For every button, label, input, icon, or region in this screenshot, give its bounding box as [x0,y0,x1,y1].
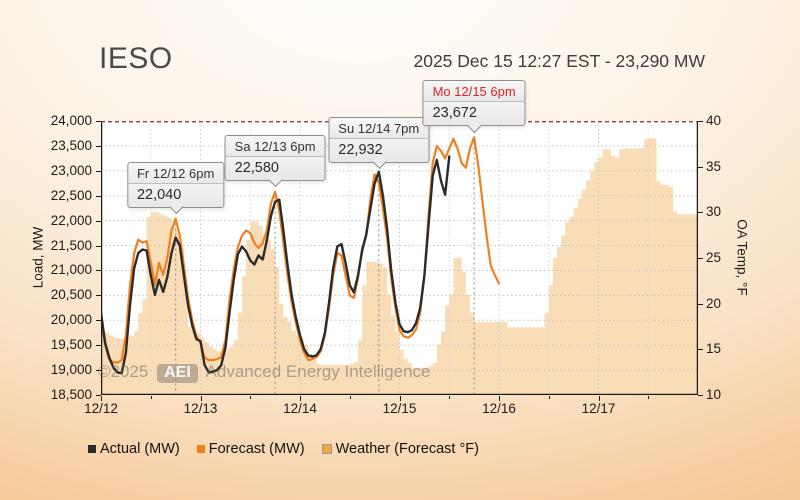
x-axis-label: 12/14 [283,401,317,416]
annotation-value: 22,580 [234,159,280,176]
y-axis-right-label: 40 [706,113,722,128]
x-axis-label: 12/12 [84,401,118,416]
annotation-title: Su 12/14 7pm [329,118,429,140]
annotation-box: Sa 12/13 6pm 22,580 [224,134,326,181]
x-axis-label: 12/16 [482,401,516,416]
x-axis-tick [399,396,401,401]
legend-label: Forecast (MW) [208,441,305,457]
watermark-text: Advanced Energy Intelligence [205,362,431,381]
chart-legend: Actual (MW) Forecast (MW) Weather (Forecas… [88,441,479,457]
y-axis-left-label: 23,000 [50,162,92,178]
legend-swatch-icon [321,444,332,454]
watermark-year: ©2025 [98,362,149,381]
y-axis-left-label: 22,000 [50,212,92,228]
legend-label: Weather (Forecast °F) [335,441,479,457]
annotation-value: 22,040 [136,186,182,203]
y-axis-right-tick [698,121,703,122]
x-axis-tick [101,396,102,401]
y-axis-left-label: 19,000 [50,362,92,378]
annotation-title: Mo 12/15 6pm [423,81,525,103]
y-axis-right-tick [698,395,703,396]
x-axis-minor-tick [349,396,351,399]
y-axis-left-tick [96,395,101,396]
x-axis-tick [499,396,500,401]
plot-frame [101,121,698,395]
x-axis-minor-tick [150,396,152,399]
annotation-value: 23,672 [432,105,477,122]
y-axis-right-label: 15 [706,341,722,357]
x-axis-minor-tick [250,396,252,399]
legend-label: Actual (MW) [100,441,180,457]
y-axis-right-tick [698,258,703,259]
y-axis-right-tick [698,349,703,351]
y-axis-left-label: 18,500 [50,387,92,402]
y-axis-left-label: 22,500 [50,187,92,203]
legend-swatch-icon [196,445,205,453]
legend-swatch-icon [88,445,96,453]
aei-logo-badge: AEI [157,364,198,383]
y-axis-right-tick [698,212,703,214]
actual-line [101,155,451,375]
y-axis-left-label: 21,500 [50,237,92,253]
x-axis-tick [300,396,301,401]
legend-item: Weather (Forecast °F) [321,441,479,457]
y-axis-left-label: 21,000 [50,262,92,278]
watermark: ©2025 AEI Advanced Energy Intelligence [98,362,431,383]
x-axis-minor-tick [449,396,451,399]
annotation-box: Mo 12/15 6pm 23,672 [422,80,526,127]
annotation-title: Sa 12/13 6pm [225,135,325,157]
x-axis-minor-tick [648,396,650,399]
forecast-line [101,136,501,364]
y-axis-right-tick [698,166,703,168]
x-axis-tick [200,396,202,401]
page-title: IESO [99,42,173,75]
y-axis-left-label: 20,500 [50,287,92,303]
y-axis-left-label: 19,500 [50,337,92,353]
legend-item: Actual (MW) [88,441,180,457]
annotation-title: Fr 12/12 6pm [127,162,224,184]
y-axis-left-title: Load, MW [30,226,46,289]
annotation-value: 22,932 [338,142,383,159]
x-axis-tick [598,396,600,401]
y-axis-right-label: 10 [706,387,722,402]
annotation-box: Su 12/14 7pm 22,932 [328,117,430,164]
y-axis-left-label: 20,000 [50,312,92,328]
y-axis-left-label: 23,500 [50,137,92,153]
y-axis-right-label: 35 [706,158,722,174]
x-axis-label: 12/15 [382,401,417,416]
x-axis-minor-tick [548,396,550,399]
current-reading: 2025 Dec 15 12:27 EST - 23,290 MW [413,51,705,71]
y-axis-right-title: OA Temp, °F [734,219,750,296]
x-axis-label: 12/17 [581,401,616,416]
x-axis-label: 12/13 [183,401,218,416]
legend-item: Forecast (MW) [196,441,305,457]
y-axis-right-tick [698,303,703,305]
annotation-box: Fr 12/12 6pm 22,040 [126,161,225,208]
y-axis-left-label: 24,000 [50,113,92,128]
